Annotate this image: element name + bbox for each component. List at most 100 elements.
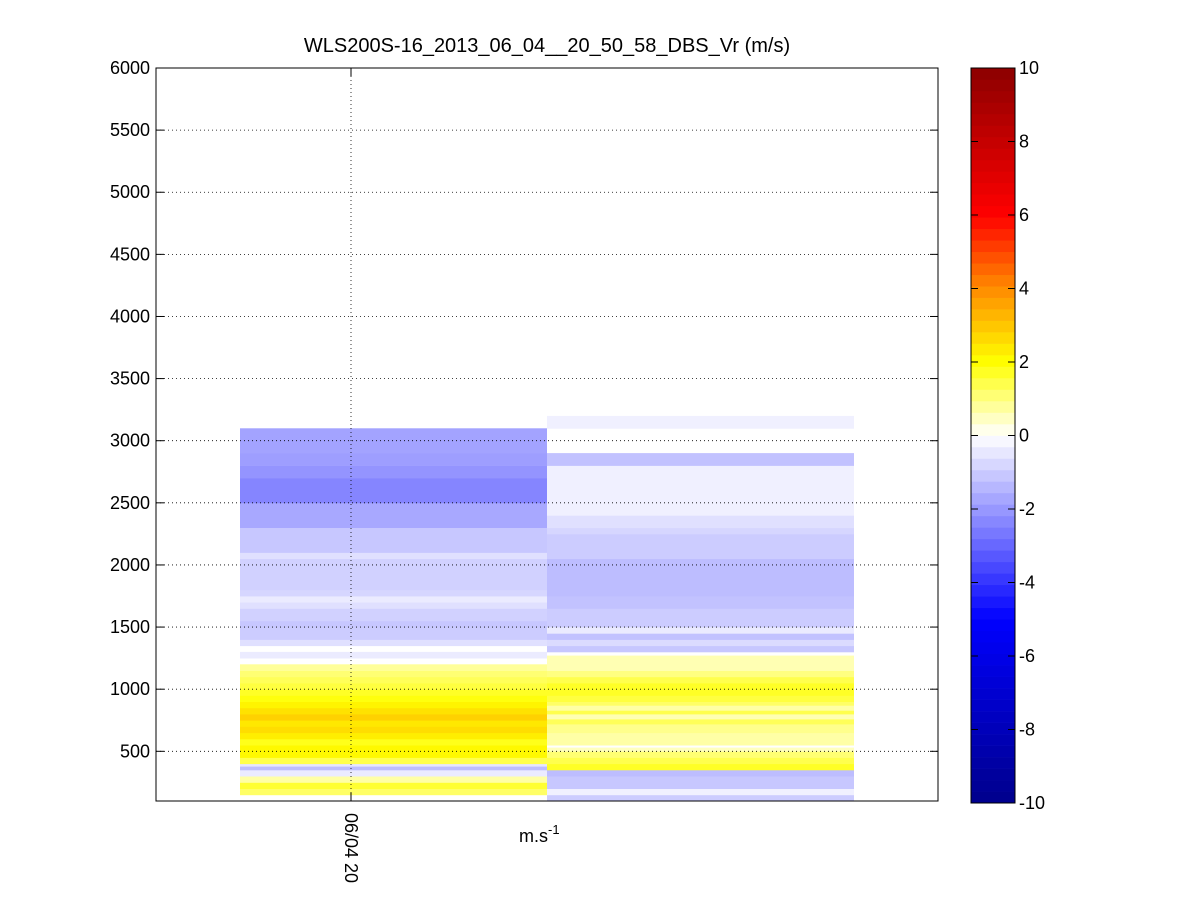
colorbar-band (971, 642, 1015, 654)
colorbar-tick-label: -4 (1019, 573, 1035, 593)
colorbar-band (971, 320, 1015, 333)
heatmap-cell (240, 620, 547, 628)
y-tick-label: 3500 (110, 369, 150, 389)
heatmap-cell (240, 766, 547, 771)
colorbar-band (971, 263, 1015, 276)
heatmap-cell (240, 428, 547, 454)
heatmap-cell (547, 670, 854, 678)
colorbar-band (971, 676, 1015, 689)
heatmap-cell (240, 776, 547, 783)
heatmap-cell (547, 515, 854, 529)
colorbar-band (971, 424, 1015, 436)
y-axis: 500 1000 1500 2000 2500 3000 3500 4000 4500 5000 5… (110, 58, 938, 761)
colorbar-band (971, 665, 1015, 677)
heatmap-cell (547, 751, 854, 758)
colorbar-band (971, 90, 1015, 103)
heatmap-cell (240, 788, 547, 796)
heatmap-cell (240, 558, 547, 591)
colorbar-ticks: -10 -8 -6 -4 -2 0 2 4 6 8 10 (971, 58, 1045, 813)
colorbar-band (971, 113, 1015, 126)
y-tick-label: 2000 (110, 555, 150, 575)
heatmap-cell (547, 705, 854, 711)
colorbar-band (971, 757, 1015, 769)
colorbar-band (971, 446, 1015, 459)
x-tick-label: 06/04 20 (341, 813, 361, 883)
heatmap-cell (547, 710, 854, 715)
heatmap-cell (240, 639, 547, 647)
colorbar-band (971, 378, 1015, 390)
heatmap-cell (547, 558, 854, 597)
colorbar-band (971, 148, 1015, 161)
heatmap-cell (240, 676, 547, 684)
heatmap-cell (547, 453, 854, 466)
chart-title: WLS200S-16_2013_06_04__20_50_58_DBS_Vr (… (304, 35, 790, 57)
y-tick-label: 4000 (110, 306, 150, 326)
colorbar: -10 -8 -6 -4 -2 0 2 4 6 8 10 (970, 58, 1045, 813)
colorbar-band (971, 68, 1015, 80)
heatmap-cell (240, 465, 547, 479)
colorbar-band (971, 596, 1015, 609)
heatmap-cell (547, 608, 854, 628)
colorbar-band (971, 527, 1015, 540)
colorbar-band (971, 159, 1015, 172)
y-tick-label: 1500 (110, 617, 150, 637)
heatmap-cell (547, 676, 854, 684)
heatmap-cell (240, 627, 547, 640)
heatmap-cell (240, 757, 547, 765)
y-tick-label: 500 (120, 741, 150, 761)
colorbar-band (971, 745, 1015, 758)
colorbar-band (971, 688, 1015, 700)
x-axis-label-base: m.s (519, 826, 548, 846)
colorbar-band (971, 550, 1015, 563)
colorbar-band (971, 573, 1015, 586)
colorbar-band (971, 297, 1015, 310)
colorbar-band (971, 240, 1015, 253)
heatmap-cell (547, 645, 854, 653)
colorbar-band (971, 228, 1015, 241)
colorbar-tick-label: -10 (1019, 793, 1045, 813)
heatmap-cell (240, 552, 547, 560)
y-tick-label: 4500 (110, 244, 150, 264)
colorbar-band (971, 722, 1015, 735)
heatmap-cell (547, 639, 854, 647)
heatmap-cell (240, 683, 547, 690)
y-tick-label: 1000 (110, 679, 150, 699)
colorbar-band (971, 366, 1015, 379)
y-tick-label: 6000 (110, 58, 150, 78)
heatmap-cell (547, 747, 854, 752)
colorbar-band (971, 401, 1015, 413)
colorbar-band (971, 711, 1015, 723)
colorbar-band (971, 435, 1015, 448)
colorbar-tick-label: -2 (1019, 499, 1035, 519)
colorbar-band (971, 734, 1015, 746)
heatmap-cell (240, 602, 547, 609)
x-axis-label-exponent: -1 (548, 822, 560, 837)
colorbar-band (971, 136, 1015, 149)
heatmap-cell (547, 769, 854, 777)
colorbar-band (971, 286, 1015, 298)
colorbar-band (971, 561, 1015, 574)
heatmap-cell (240, 695, 547, 702)
colorbar-band (971, 458, 1015, 471)
heatmap-cell (547, 719, 854, 725)
heatmap-cell (240, 608, 547, 622)
colorbar-band (971, 332, 1015, 344)
y-tick-label: 3000 (110, 431, 150, 451)
heatmap-cell (547, 714, 854, 720)
colorbar-band (971, 205, 1015, 218)
colorbar-tick-label: 6 (1019, 205, 1029, 225)
colorbar-band (971, 251, 1015, 264)
colorbar-band (971, 355, 1015, 367)
colorbar-band (971, 389, 1015, 402)
colorbar-tick-label: -8 (1019, 720, 1035, 740)
colorbar-tick-label: 8 (1019, 132, 1029, 152)
heatmap-cell (547, 533, 854, 560)
colorbar-band (971, 343, 1015, 356)
colorbar-tick-label: 0 (1019, 426, 1029, 446)
colorbar-tick-label: 10 (1019, 58, 1039, 78)
colorbar-band (971, 780, 1015, 792)
heatmap-cell (547, 627, 854, 634)
heatmap-cell (547, 788, 854, 796)
colorbar-band (971, 538, 1015, 551)
